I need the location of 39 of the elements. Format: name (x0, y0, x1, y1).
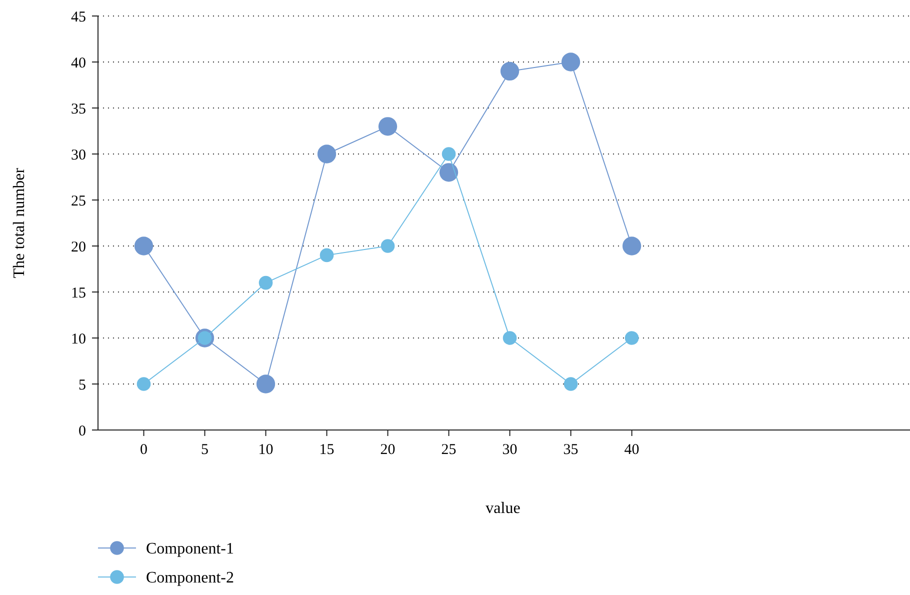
y-axis-title: The total number (11, 167, 28, 278)
y-tick-label: 10 (71, 331, 86, 348)
y-tick-label: 0 (78, 423, 86, 440)
x-tick-label: 5 (201, 442, 209, 458)
x-tick-label: 25 (441, 442, 456, 458)
y-tick-label: 45 (71, 9, 86, 26)
x-tick-label: 10 (258, 442, 274, 458)
point (561, 52, 580, 72)
point (564, 377, 578, 391)
point (320, 248, 334, 262)
y-tick-label: 40 (71, 55, 86, 72)
y-tick-label: 25 (71, 193, 86, 210)
point (622, 236, 642, 256)
x-tick-label: 35 (563, 442, 578, 458)
point (256, 374, 276, 394)
point (136, 377, 151, 391)
y-tick-label: 15 (71, 285, 86, 302)
point (380, 239, 395, 253)
point (624, 331, 639, 345)
point (317, 144, 336, 164)
x-tick-label: 15 (319, 442, 334, 458)
point (258, 276, 273, 290)
y-tick-label: 5 (78, 377, 86, 394)
legend-label: Component-2 (146, 570, 234, 587)
point (500, 62, 520, 81)
x-tick-label: 20 (380, 442, 396, 458)
x-tick-label: 30 (502, 442, 518, 458)
y-tick-label: 30 (71, 147, 86, 164)
y-tick-label: 35 (71, 101, 86, 118)
x-tick-label: 0 (140, 442, 148, 458)
point (442, 147, 456, 161)
legend-label: Component-1 (146, 540, 234, 558)
point (378, 117, 398, 136)
point (134, 236, 154, 256)
y-tick-label: 20 (71, 239, 86, 256)
x-axis-title: value (486, 500, 520, 517)
point (502, 331, 517, 345)
x-tick-label: 40 (624, 442, 640, 458)
point (439, 163, 458, 182)
